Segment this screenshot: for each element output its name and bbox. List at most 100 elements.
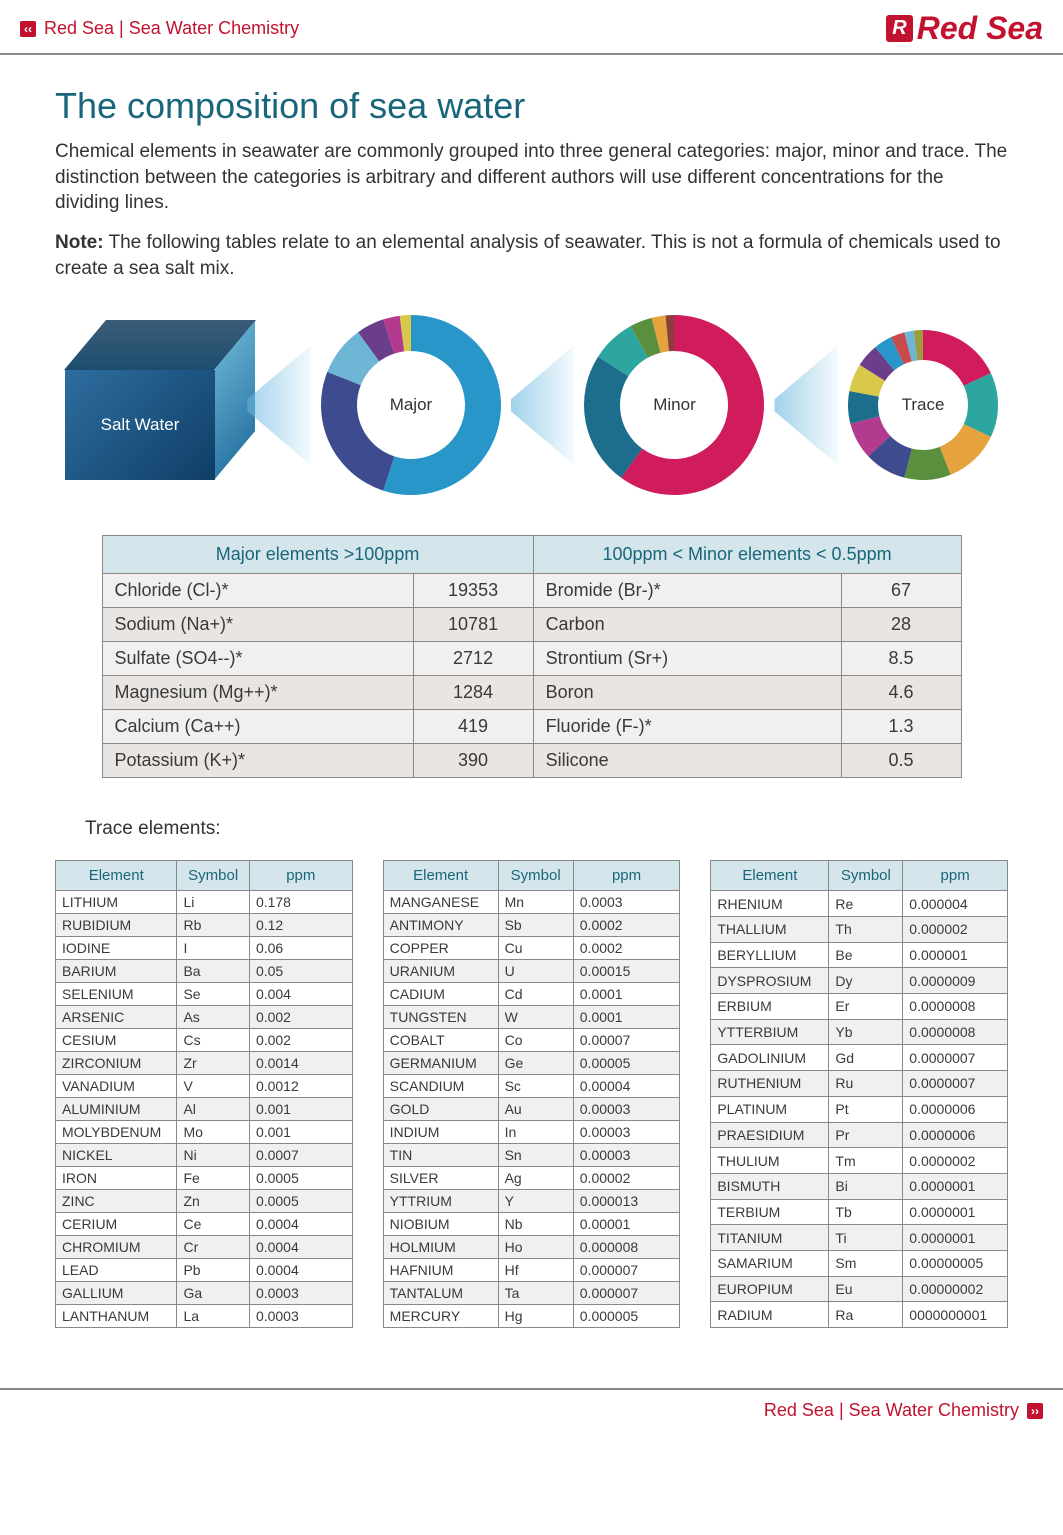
element-ppm: 0.00005: [573, 1052, 680, 1075]
element-ppm: 0.000007: [573, 1259, 680, 1282]
table-row: THULIUM Tm 0.0000002: [711, 1148, 1008, 1174]
element-symbol: Gd: [829, 1045, 903, 1071]
element-name: COPPER: [383, 937, 498, 960]
element-ppm: 0.00003: [573, 1098, 680, 1121]
prev-page-button[interactable]: ‹‹: [20, 21, 36, 37]
next-page-button[interactable]: ››: [1027, 1403, 1043, 1419]
element-name: SAMARIUM: [711, 1251, 829, 1277]
element-ppm: 0.0003: [249, 1282, 352, 1305]
table-row: SAMARIUM Sm 0.00000005: [711, 1251, 1008, 1277]
table-row: Sulfate (SO4--)* 2712 Strontium (Sr+) 8.…: [102, 642, 961, 676]
element-name: HAFNIUM: [383, 1259, 498, 1282]
element-ppm: 0.00003: [573, 1121, 680, 1144]
element-name: YTTRIUM: [383, 1190, 498, 1213]
element-symbol: Bi: [829, 1173, 903, 1199]
element-name: COBALT: [383, 1029, 498, 1052]
table-row: YTTERBIUM Yb 0.0000008: [711, 1019, 1008, 1045]
element-value: 0.5: [841, 744, 961, 778]
element-ppm: 0.0004: [249, 1213, 352, 1236]
element-ppm: 0.0007: [249, 1144, 352, 1167]
element-ppm: 0.0000007: [903, 1071, 1008, 1097]
element-name: MANGANESE: [383, 891, 498, 914]
element-value: 390: [413, 744, 533, 778]
element-name: Carbon: [533, 608, 841, 642]
element-symbol: Al: [177, 1098, 249, 1121]
element-symbol: Cu: [498, 937, 573, 960]
element-ppm: 0.00000005: [903, 1251, 1008, 1277]
element-symbol: Ce: [177, 1213, 249, 1236]
element-name: BERYLLIUM: [711, 942, 829, 968]
element-ppm: 0.0000006: [903, 1122, 1008, 1148]
element-ppm: 0.0000007: [903, 1045, 1008, 1071]
table-row: URANIUM U 0.00015: [383, 960, 680, 983]
col-symbol: Symbol: [498, 861, 573, 891]
element-symbol: Se: [177, 983, 249, 1006]
note-label: Note:: [55, 232, 104, 253]
element-ppm: 0.001: [249, 1098, 352, 1121]
element-name: RUTHENIUM: [711, 1071, 829, 1097]
element-name: SELENIUM: [56, 983, 177, 1006]
donut-label: Major: [321, 315, 501, 495]
element-ppm: 0.06: [249, 937, 352, 960]
element-name: NICKEL: [56, 1144, 177, 1167]
table-row: LANTHANUM La 0.0003: [56, 1305, 353, 1328]
element-name: VANADIUM: [56, 1075, 177, 1098]
element-name: CADIUM: [383, 983, 498, 1006]
element-value: 8.5: [841, 642, 961, 676]
element-ppm: 0.0005: [249, 1167, 352, 1190]
element-name: PLATINUM: [711, 1096, 829, 1122]
footer: Red Sea | Sea Water Chemistry ››: [0, 1388, 1063, 1431]
donut-label: Trace: [848, 330, 998, 480]
table-row: SILVER Ag 0.00002: [383, 1167, 680, 1190]
element-name: ALUMINIUM: [56, 1098, 177, 1121]
table-row: GADOLINIUM Gd 0.0000007: [711, 1045, 1008, 1071]
element-ppm: 0.000008: [573, 1236, 680, 1259]
element-symbol: Ag: [498, 1167, 573, 1190]
table-row: IODINE I 0.06: [56, 937, 353, 960]
element-ppm: 0.000007: [573, 1282, 680, 1305]
element-ppm: 0000000001: [903, 1302, 1008, 1328]
element-name: LITHIUM: [56, 891, 177, 914]
col-ppm: ppm: [249, 861, 352, 891]
element-name: Potassium (K+)*: [102, 744, 413, 778]
element-symbol: Cs: [177, 1029, 249, 1052]
table-row: ARSENIC As 0.002: [56, 1006, 353, 1029]
element-ppm: 0.00001: [573, 1213, 680, 1236]
table-row: ERBIUM Er 0.0000008: [711, 994, 1008, 1020]
element-name: Chloride (Cl-)*: [102, 574, 413, 608]
element-name: Calcium (Ca++): [102, 710, 413, 744]
col-symbol: Symbol: [829, 861, 903, 891]
brand-logo: R Red Sea: [886, 10, 1043, 47]
col-ppm: ppm: [573, 861, 680, 891]
salt-water-cube: Salt Water: [65, 320, 237, 490]
note-text: Note: The following tables relate to an …: [55, 230, 1008, 281]
element-name: RADIUM: [711, 1302, 829, 1328]
element-name: CHROMIUM: [56, 1236, 177, 1259]
element-name: TIN: [383, 1144, 498, 1167]
table-row: MERCURY Hg 0.000005: [383, 1305, 680, 1328]
element-symbol: I: [177, 937, 249, 960]
element-name: EUROPIUM: [711, 1276, 829, 1302]
element-name: ZIRCONIUM: [56, 1052, 177, 1075]
col-symbol: Symbol: [177, 861, 249, 891]
table-row: Potassium (K+)* 390 Silicone 0.5: [102, 744, 961, 778]
element-ppm: 0.000001: [903, 942, 1008, 968]
element-ppm: 0.0000002: [903, 1148, 1008, 1174]
element-ppm: 0.001: [249, 1121, 352, 1144]
element-symbol: Sb: [498, 914, 573, 937]
element-symbol: U: [498, 960, 573, 983]
element-value: 419: [413, 710, 533, 744]
element-name: TITANIUM: [711, 1225, 829, 1251]
element-symbol: Y: [498, 1190, 573, 1213]
element-name: ERBIUM: [711, 994, 829, 1020]
element-symbol: Cr: [177, 1236, 249, 1259]
element-ppm: 0.00004: [573, 1075, 680, 1098]
element-symbol: Er: [829, 994, 903, 1020]
element-ppm: 0.002: [249, 1006, 352, 1029]
page-title: The composition of sea water: [55, 85, 1008, 127]
element-name: LANTHANUM: [56, 1305, 177, 1328]
element-ppm: 0.000005: [573, 1305, 680, 1328]
element-ppm: 0.0000006: [903, 1096, 1008, 1122]
element-symbol: Sc: [498, 1075, 573, 1098]
element-value: 28: [841, 608, 961, 642]
